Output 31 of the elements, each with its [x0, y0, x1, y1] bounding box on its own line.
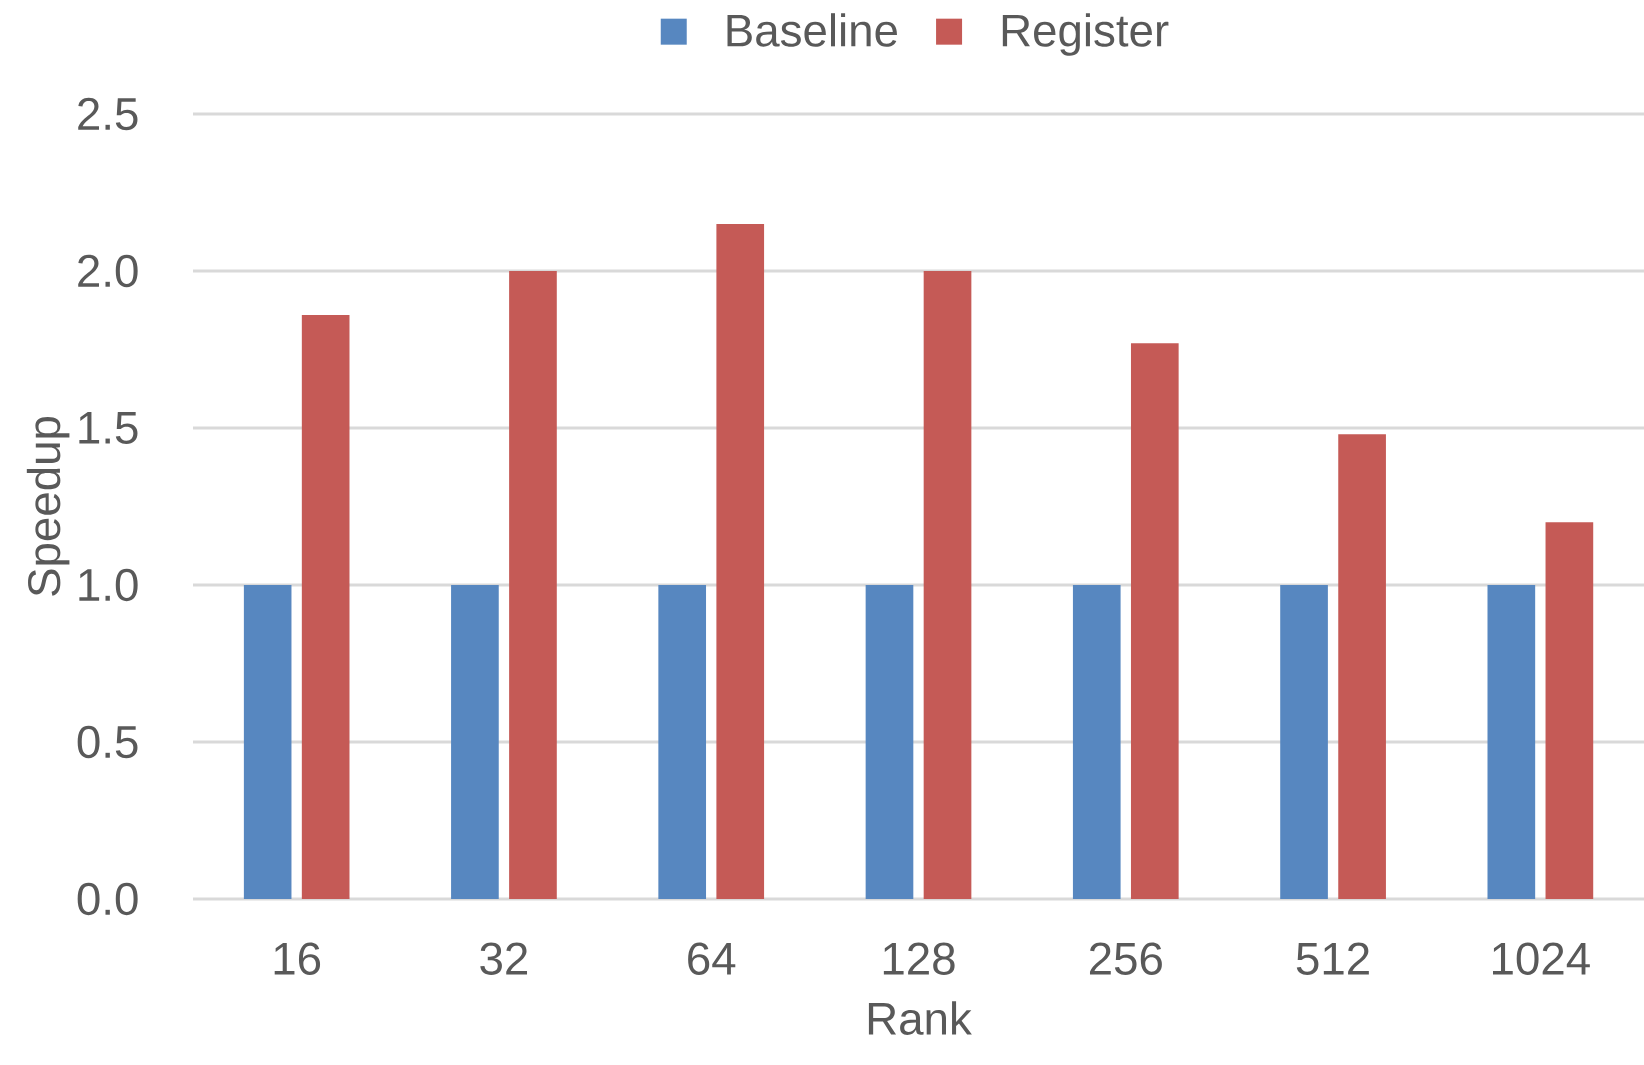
y-tick-label: 0.5 — [77, 725, 138, 759]
y-axis-title: Speedup — [26, 416, 70, 596]
x-tick-label: 256 — [1089, 942, 1162, 975]
legend-label: Baseline — [727, 13, 897, 47]
x-tick-label: 1024 — [1493, 942, 1590, 975]
bar — [1338, 434, 1386, 899]
x-tick-label: 32 — [480, 942, 528, 975]
x-tick-label: 512 — [1296, 942, 1369, 975]
y-tick-label: 2.0 — [78, 254, 138, 288]
y-tick-label: 1.5 — [79, 412, 138, 444]
bar — [923, 270, 972, 899]
y-tick-label: 1.0 — [79, 568, 138, 602]
bar — [1130, 343, 1179, 899]
bar — [1487, 584, 1536, 899]
bar — [1280, 584, 1328, 899]
x-tick-label: 128 — [883, 942, 955, 975]
x-tick-label: 64 — [688, 942, 736, 975]
x-axis-title: Rank — [868, 1001, 972, 1035]
bar — [716, 223, 765, 899]
legend-label: Register — [1002, 13, 1169, 56]
bar — [1072, 584, 1121, 899]
x-tick-label: 16 — [274, 942, 321, 975]
bar — [658, 584, 707, 899]
y-tick-label: 2.5 — [78, 97, 138, 131]
y-tick-label: 0.0 — [77, 882, 138, 916]
bar — [865, 584, 914, 899]
bar — [451, 584, 499, 899]
bar — [301, 314, 350, 899]
bar — [509, 270, 557, 899]
bar — [243, 584, 292, 899]
bar — [1545, 522, 1594, 899]
